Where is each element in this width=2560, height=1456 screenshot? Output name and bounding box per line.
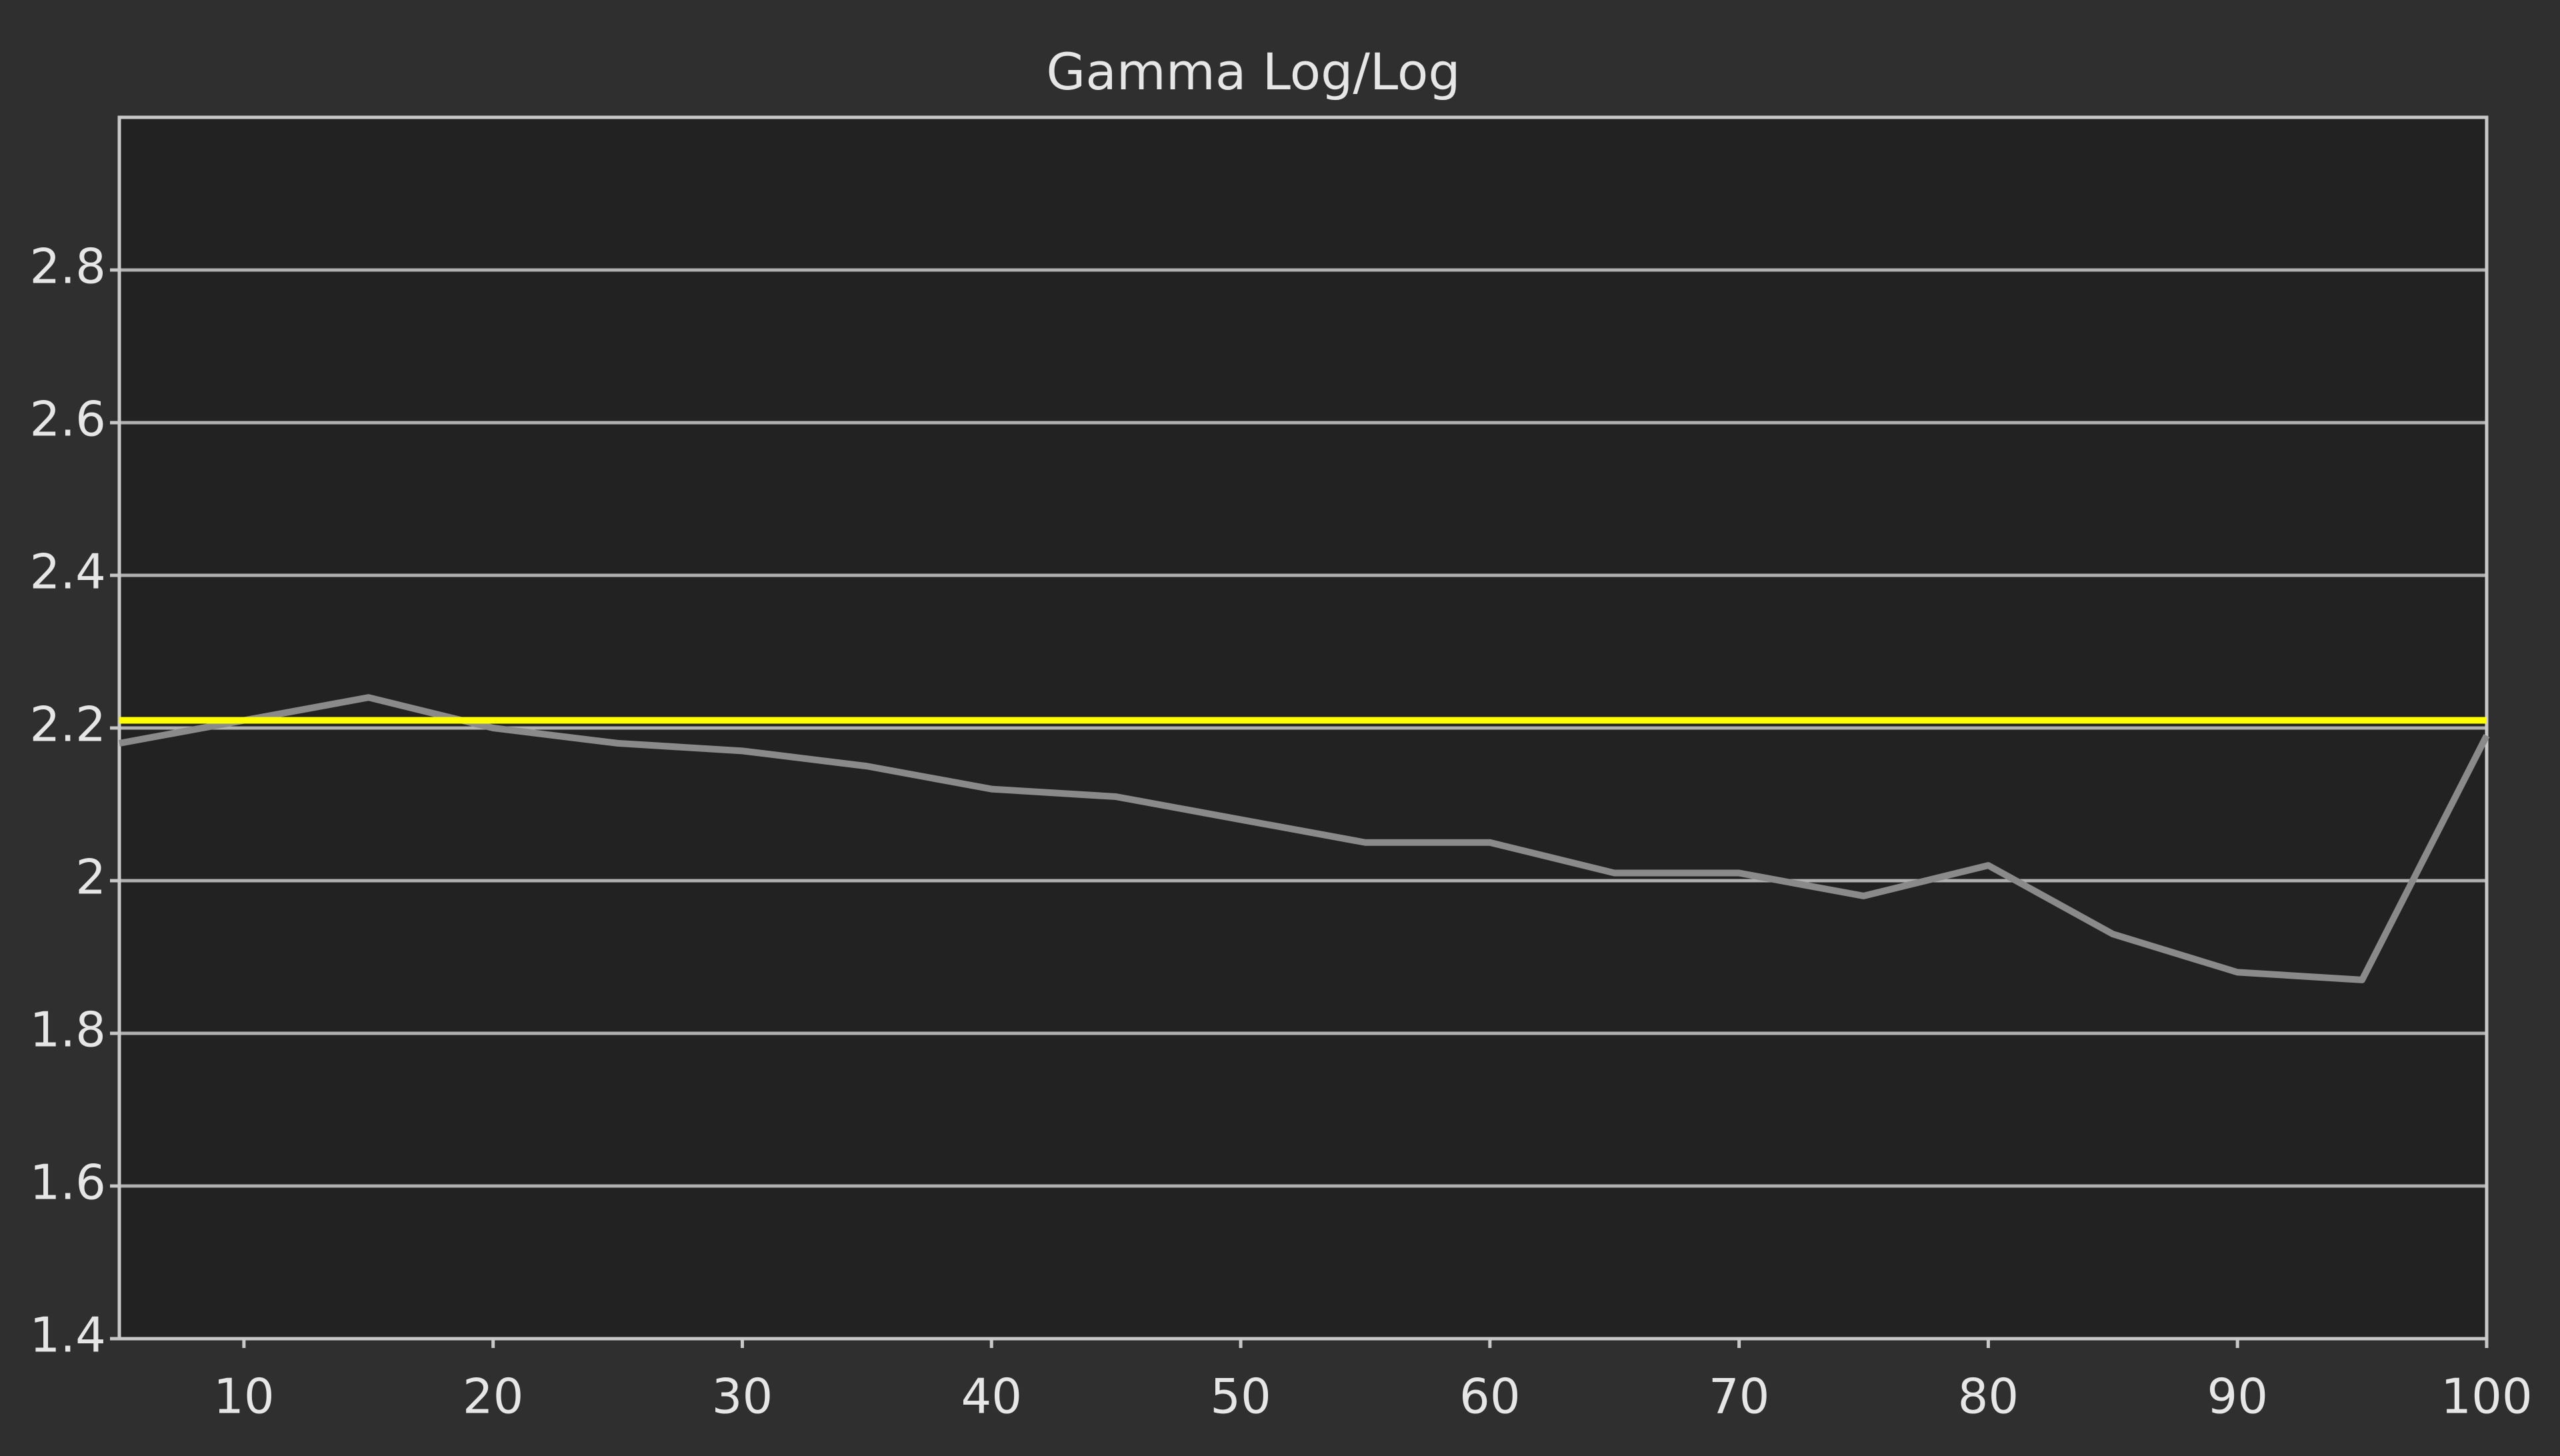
x-tick-label: 50 [1210, 1369, 1271, 1425]
y-tick-label: 2.6 [29, 391, 106, 447]
y-tick-label: 2.8 [29, 239, 106, 295]
chart-title: Gamma Log/Log [1046, 42, 1460, 101]
y-tick-label: 2 [75, 849, 106, 905]
y-tick-label: 1.8 [29, 1002, 106, 1058]
y-tick-label: 2.2 [29, 697, 106, 753]
x-tick-label: 60 [1459, 1369, 1521, 1425]
y-tick-label: 2.4 [29, 544, 106, 600]
x-tick-label: 40 [961, 1369, 1022, 1425]
x-tick-label: 20 [463, 1369, 524, 1425]
y-tick-label: 1.4 [29, 1307, 106, 1363]
x-tick-label: 30 [712, 1369, 773, 1425]
x-tick-label: 100 [2441, 1369, 2532, 1425]
plot-frame [117, 115, 2489, 1341]
x-tick-label: 70 [1709, 1369, 1770, 1425]
series-line [119, 694, 2490, 983]
x-tick-label: 90 [2207, 1369, 2268, 1425]
x-tick-label: 80 [1958, 1369, 2019, 1425]
x-tick-label: 10 [213, 1369, 275, 1425]
y-tick-label: 1.6 [29, 1155, 106, 1211]
